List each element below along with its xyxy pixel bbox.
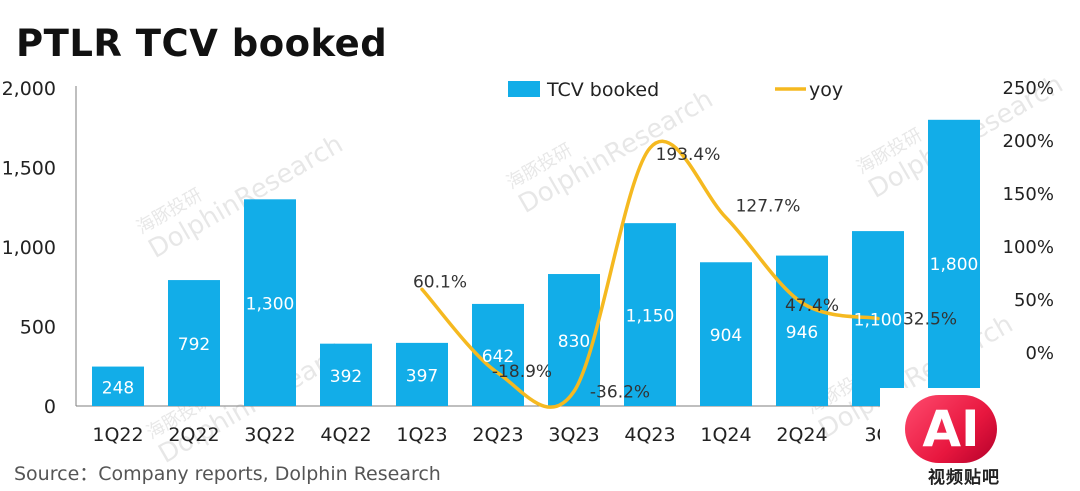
x-tick-label: 4Q22 xyxy=(320,424,371,446)
x-tick-label: 2Q22 xyxy=(168,424,219,446)
legend: TCV booked yoy xyxy=(508,79,843,101)
yoy-value-label: -18.9% xyxy=(492,362,552,382)
bar-value-label: 904 xyxy=(710,326,742,346)
yoy-value-label: 60.1% xyxy=(413,272,467,292)
y-left-tick-label: 1,500 xyxy=(2,158,56,180)
bar-tcv xyxy=(396,342,448,406)
legend-line-label: yoy xyxy=(809,79,843,101)
yoy-value-label: 127.7% xyxy=(736,197,801,217)
bar-value-label: 397 xyxy=(406,366,438,386)
x-tick-label: 1Q22 xyxy=(92,424,143,446)
bar-value-label: 248 xyxy=(102,378,134,398)
bar-value-label: 946 xyxy=(786,323,818,343)
bar-tcv xyxy=(168,280,220,406)
bar-tcv xyxy=(624,223,676,406)
bar-value-label: 642 xyxy=(482,347,514,367)
x-tick-label: 2Q24 xyxy=(776,424,827,446)
x-tick-label: 3Q22 xyxy=(244,424,295,446)
yoy-value-label: -36.2% xyxy=(590,382,650,402)
y-left-tick-label: 0 xyxy=(44,396,56,418)
y-left-tick-label: 500 xyxy=(20,317,56,339)
y-left-tick-label: 1,000 xyxy=(2,237,56,259)
y-right-tick-label: 100% xyxy=(1003,237,1054,258)
y-right-tick-label: 0% xyxy=(1025,343,1054,364)
bars-group xyxy=(92,119,980,407)
source-note: Source：Company reports, Dolphin Research xyxy=(14,463,441,485)
bar-value-label: 392 xyxy=(330,367,362,387)
bar-value-label: 1,800 xyxy=(930,255,979,275)
bar-tcv xyxy=(548,274,600,406)
y-right-tick-label: 150% xyxy=(1003,184,1054,205)
data-labels-group: 248 792 1,300 392 397 642 830 1,150 904 946 1,100 1… xyxy=(102,145,979,402)
bar-value-label: 1,300 xyxy=(246,295,295,315)
x-tick-label: 4Q23 xyxy=(624,424,675,446)
yoy-value-label: 32.5% xyxy=(903,310,957,330)
x-tick-label: 3Q23 xyxy=(548,424,599,446)
yoy-line xyxy=(420,139,880,409)
bar-tcv xyxy=(928,119,980,407)
y-right-tick-label: 250% xyxy=(1003,78,1054,99)
chart-title: PTLR TCV booked xyxy=(16,22,388,65)
legend-bar-label: TCV booked xyxy=(546,79,659,101)
bar-value-label: 1,100 xyxy=(854,311,903,331)
legend-bar-swatch xyxy=(508,81,540,97)
x-tick-label: 1Q23 xyxy=(396,424,447,446)
bar-tcv xyxy=(244,199,296,406)
bar-value-label: 830 xyxy=(558,332,590,352)
y-right-tick-label: 50% xyxy=(1014,290,1054,311)
y-left-tick-label: 2,000 xyxy=(2,78,56,100)
bar-value-label: 792 xyxy=(178,335,210,355)
yoy-value-label: 193.4% xyxy=(656,145,721,165)
bar-tcv xyxy=(92,366,144,406)
bar-tcv xyxy=(700,262,752,406)
bar-value-label: 1,150 xyxy=(626,307,675,327)
y-right-tick-label: 200% xyxy=(1003,131,1054,152)
logo-caption: 视频贴吧 xyxy=(928,468,1000,488)
ai-logo-mark: AI xyxy=(905,395,997,463)
x-tick-label: 2Q23 xyxy=(472,424,523,446)
bar-tcv xyxy=(320,343,372,406)
yoy-line-group xyxy=(420,139,880,409)
yoy-value-label: 47.4% xyxy=(785,296,839,316)
x-tick-label: 1Q24 xyxy=(700,424,751,446)
bar-tcv xyxy=(776,255,828,406)
